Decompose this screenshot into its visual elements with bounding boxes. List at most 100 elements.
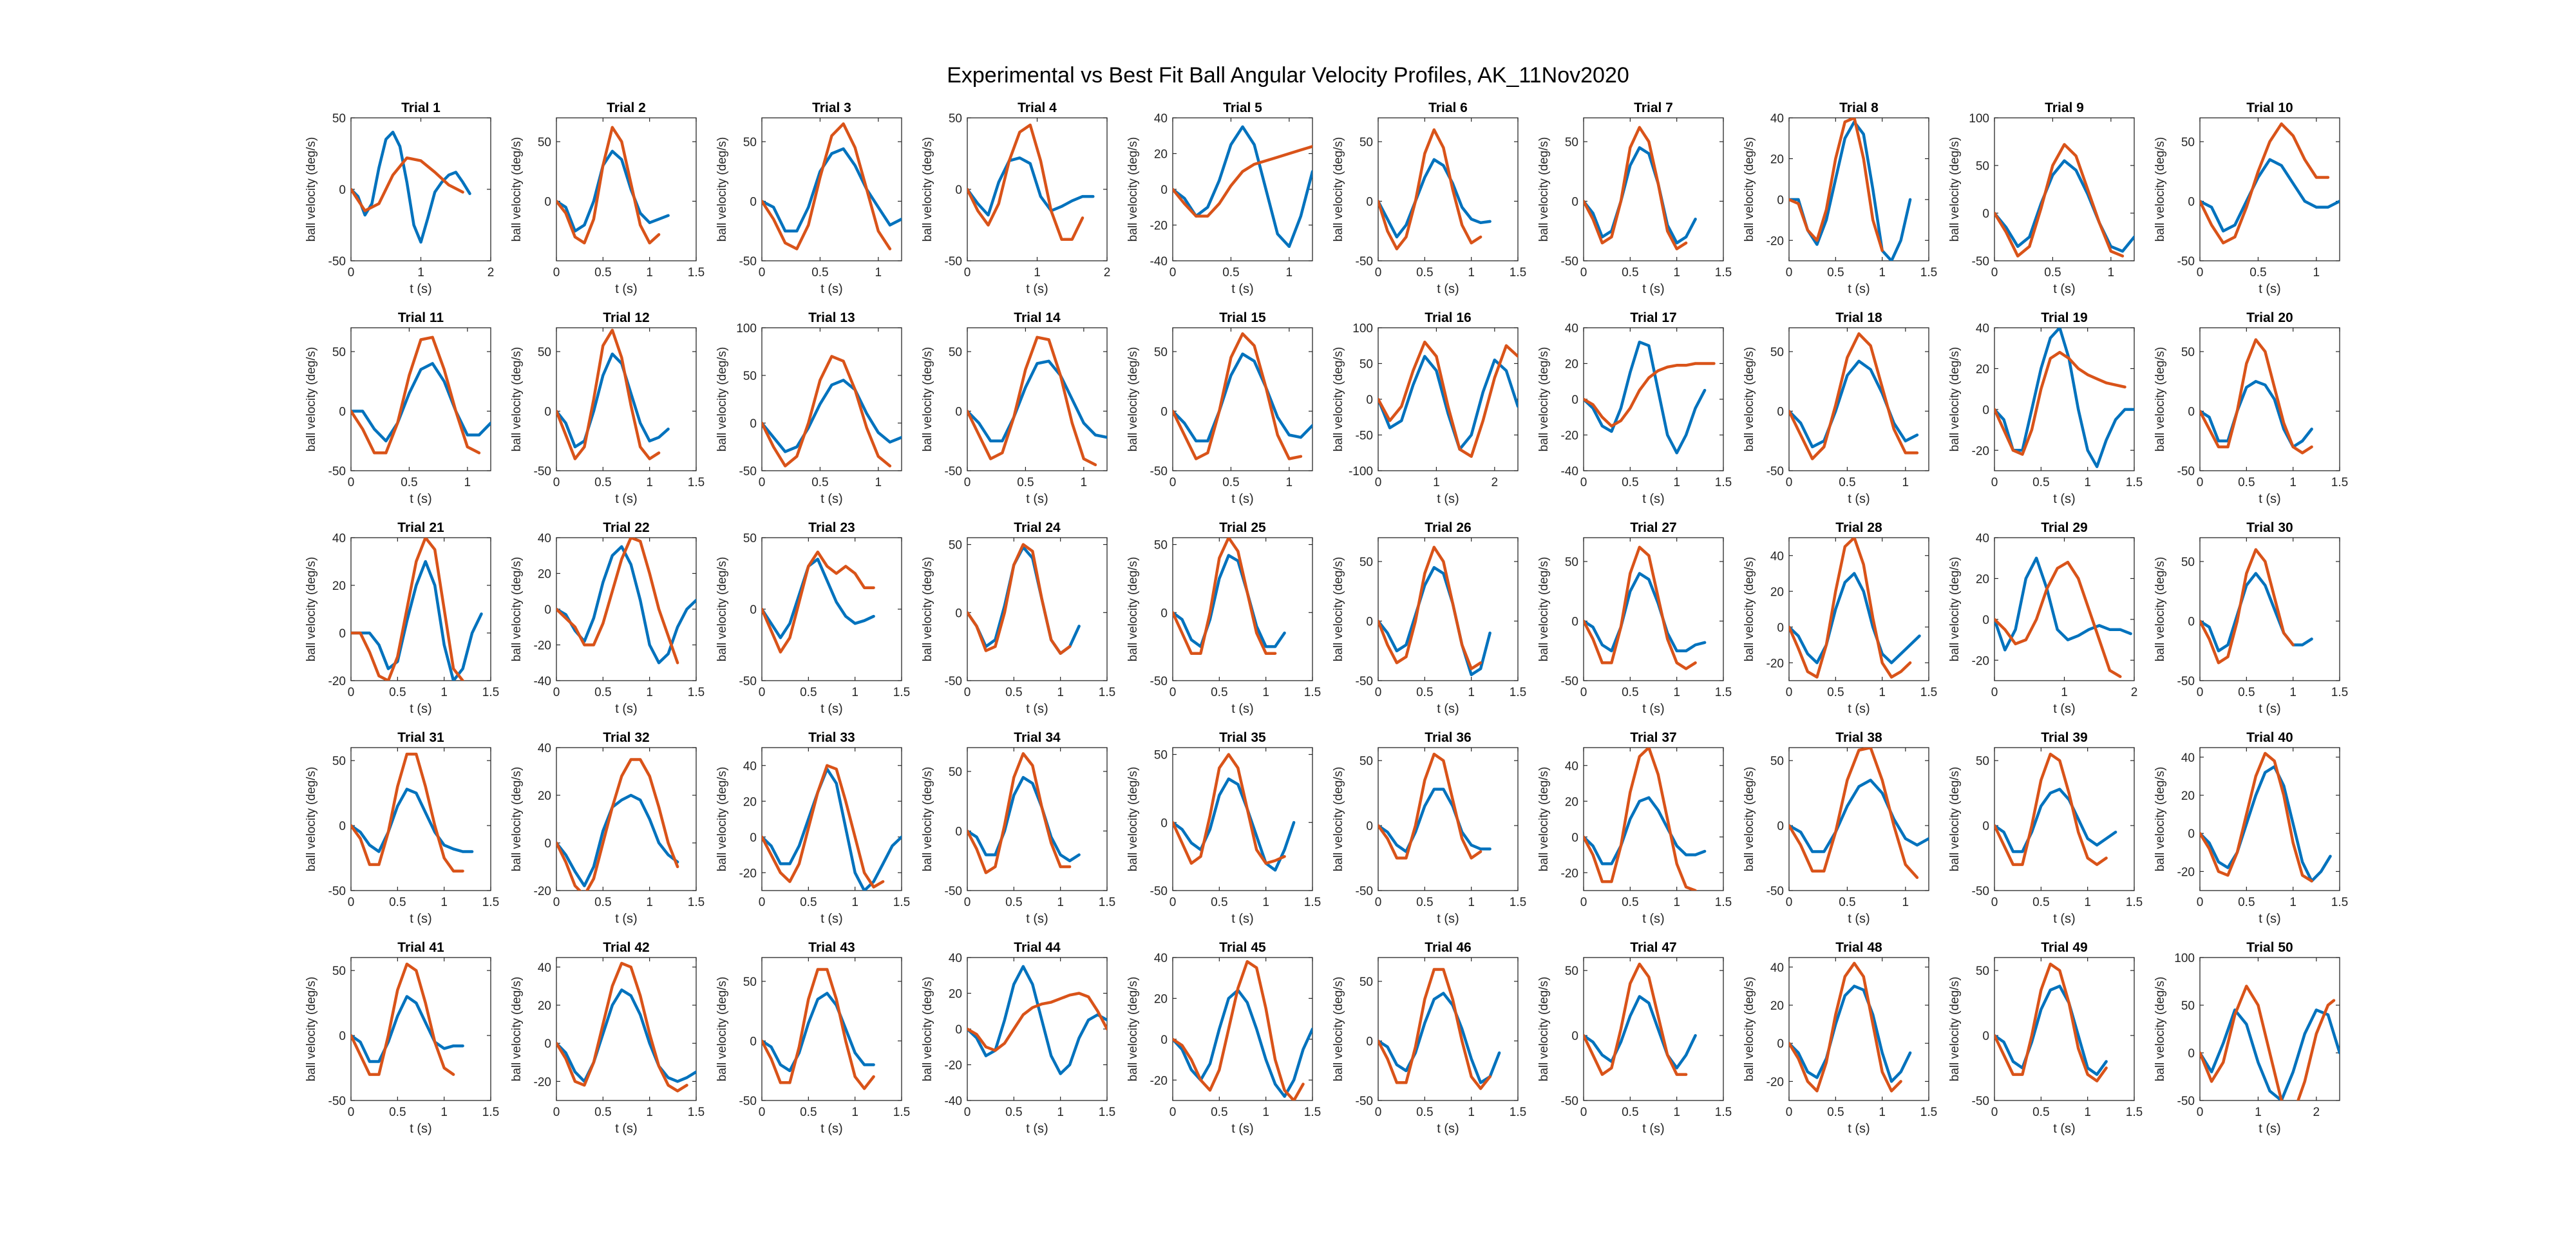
- y-tick-label: 50: [1565, 556, 1578, 569]
- series-line-experimental: [1789, 779, 1929, 853]
- series-group: [1378, 752, 1492, 860]
- series-line-experimental: [1994, 788, 2117, 853]
- y-tick-label: 100: [736, 322, 757, 335]
- axes-box: [2199, 327, 2340, 471]
- y-tick-label: -50: [2177, 255, 2195, 269]
- axes-box: [1172, 747, 1313, 891]
- x-tick-label: 0.5: [1622, 476, 1638, 489]
- series-line-experimental: [762, 768, 902, 891]
- x-tick-label: 0: [1786, 1106, 1793, 1119]
- x-tick-label: 0.5: [800, 686, 817, 699]
- subplot: 0 0.5 1 1.5 -20 0 20 40 Trial 33 t (s) ball veloci…: [715, 730, 910, 926]
- y-tick-label: -20: [1972, 654, 1989, 668]
- x-tick-label: 0.5: [1211, 686, 1227, 699]
- series-line-fit: [556, 758, 679, 891]
- axes-box: [1994, 327, 2135, 471]
- series-group: [1584, 748, 1707, 891]
- series-line-fit: [1173, 332, 1303, 460]
- x-tick-label: 0.5: [1416, 1106, 1433, 1119]
- x-tick-label: 1.5: [1099, 686, 1115, 699]
- series-group: [1584, 962, 1697, 1076]
- y-tick-label: -50: [945, 885, 962, 898]
- x-tick-label: 0: [759, 476, 766, 489]
- series-line-experimental: [1173, 554, 1286, 648]
- axes-box: [761, 537, 902, 681]
- y-tick-label: 50: [332, 346, 346, 359]
- x-tick-label: 0: [1991, 266, 1998, 279]
- x-tick-label: 1: [646, 266, 653, 279]
- figure-title: Experimental vs Best Fit Ball Angular Ve…: [947, 63, 1629, 88]
- axes-box: [1583, 747, 1724, 891]
- series-line-fit: [351, 335, 481, 455]
- series-line-fit: [967, 752, 1072, 874]
- y-tick-label: 50: [1976, 160, 1989, 173]
- series-line-experimental: [967, 359, 1107, 443]
- series-group: [1173, 332, 1312, 460]
- series-group: [967, 335, 1107, 467]
- y-tick-label: 0: [1160, 817, 1168, 830]
- x-axis-label: t (s): [1231, 1122, 1253, 1136]
- y-axis-label: ball velocity (deg/s): [2154, 767, 2167, 872]
- x-tick-label: 1.5: [1920, 266, 1937, 279]
- series-line-experimental: [1378, 566, 1492, 677]
- y-tick-label: -50: [1972, 1095, 1989, 1108]
- x-tick-label: 1: [1673, 896, 1680, 909]
- axes-box: [1788, 957, 1929, 1101]
- series-line-fit: [1173, 538, 1277, 655]
- series-line-experimental: [1378, 992, 1501, 1084]
- y-axis-label: ball velocity (deg/s): [1332, 137, 1345, 242]
- x-tick-label: 2: [488, 266, 495, 279]
- x-tick-label: 0: [1580, 476, 1587, 489]
- x-tick-label: 2: [2313, 1106, 2320, 1119]
- y-tick-label: 0: [1982, 404, 1989, 417]
- y-tick-label: 50: [1770, 755, 1784, 768]
- y-tick-label: 40: [743, 760, 757, 773]
- series-line-experimental: [351, 362, 491, 443]
- axes-box: [556, 117, 697, 261]
- x-tick-label: 1: [875, 476, 882, 489]
- y-tick-label: 20: [1770, 999, 1784, 1013]
- x-tick-label: 0.5: [811, 266, 828, 279]
- y-tick-label: -20: [2177, 865, 2195, 879]
- y-tick-label: -50: [1356, 885, 1373, 898]
- series-group: [2200, 548, 2313, 665]
- series-line-experimental: [762, 992, 875, 1073]
- x-tick-label: 0: [348, 686, 355, 699]
- subplot-title: Trial 39: [2041, 730, 2087, 745]
- x-axis-label: t (s): [1026, 912, 1048, 926]
- x-tick-label: 1: [1262, 686, 1269, 699]
- x-tick-label: 0: [348, 266, 355, 279]
- series-line-experimental: [1584, 146, 1697, 245]
- x-tick-label: 0.5: [2238, 476, 2255, 489]
- series-line-experimental: [1173, 988, 1312, 1098]
- subplot-title: Trial 32: [603, 730, 649, 745]
- series-line-experimental: [2200, 765, 2332, 883]
- y-tick-label: 50: [1154, 539, 1168, 552]
- x-tick-label: 0.5: [2032, 1106, 2049, 1119]
- subplot: 0 1 2 -100 -50 0 50 100 Trial 16 t (s) ball veloci…: [1332, 310, 1519, 506]
- series-group: [1173, 753, 1296, 872]
- series-group: [1378, 545, 1492, 677]
- subplot: 0 0.5 1 1.5 -20 0 20 40 Trial 28 t (s) ball veloci…: [1743, 520, 1937, 716]
- y-tick-label: 50: [1359, 358, 1373, 372]
- series-line-fit: [1789, 332, 1919, 460]
- y-tick-label: 50: [949, 112, 962, 126]
- y-tick-label: 0: [1160, 607, 1168, 620]
- series-group: [1994, 752, 2117, 866]
- x-tick-label: 0: [1375, 686, 1382, 699]
- subplot: 0 0.5 1 1.5 -40 -20 0 20 40 Trial 17 t (s) ball vel…: [1537, 310, 1732, 506]
- series-group: [967, 752, 1081, 874]
- series-line-fit: [2200, 548, 2295, 665]
- y-axis-label: ball velocity (deg/s): [1332, 977, 1345, 1082]
- y-axis-label: ball velocity (deg/s): [305, 347, 318, 452]
- x-axis-label: t (s): [615, 912, 637, 926]
- series-group: [2200, 985, 2340, 1100]
- x-axis-label: t (s): [1026, 702, 1048, 716]
- series-group: [2200, 338, 2313, 455]
